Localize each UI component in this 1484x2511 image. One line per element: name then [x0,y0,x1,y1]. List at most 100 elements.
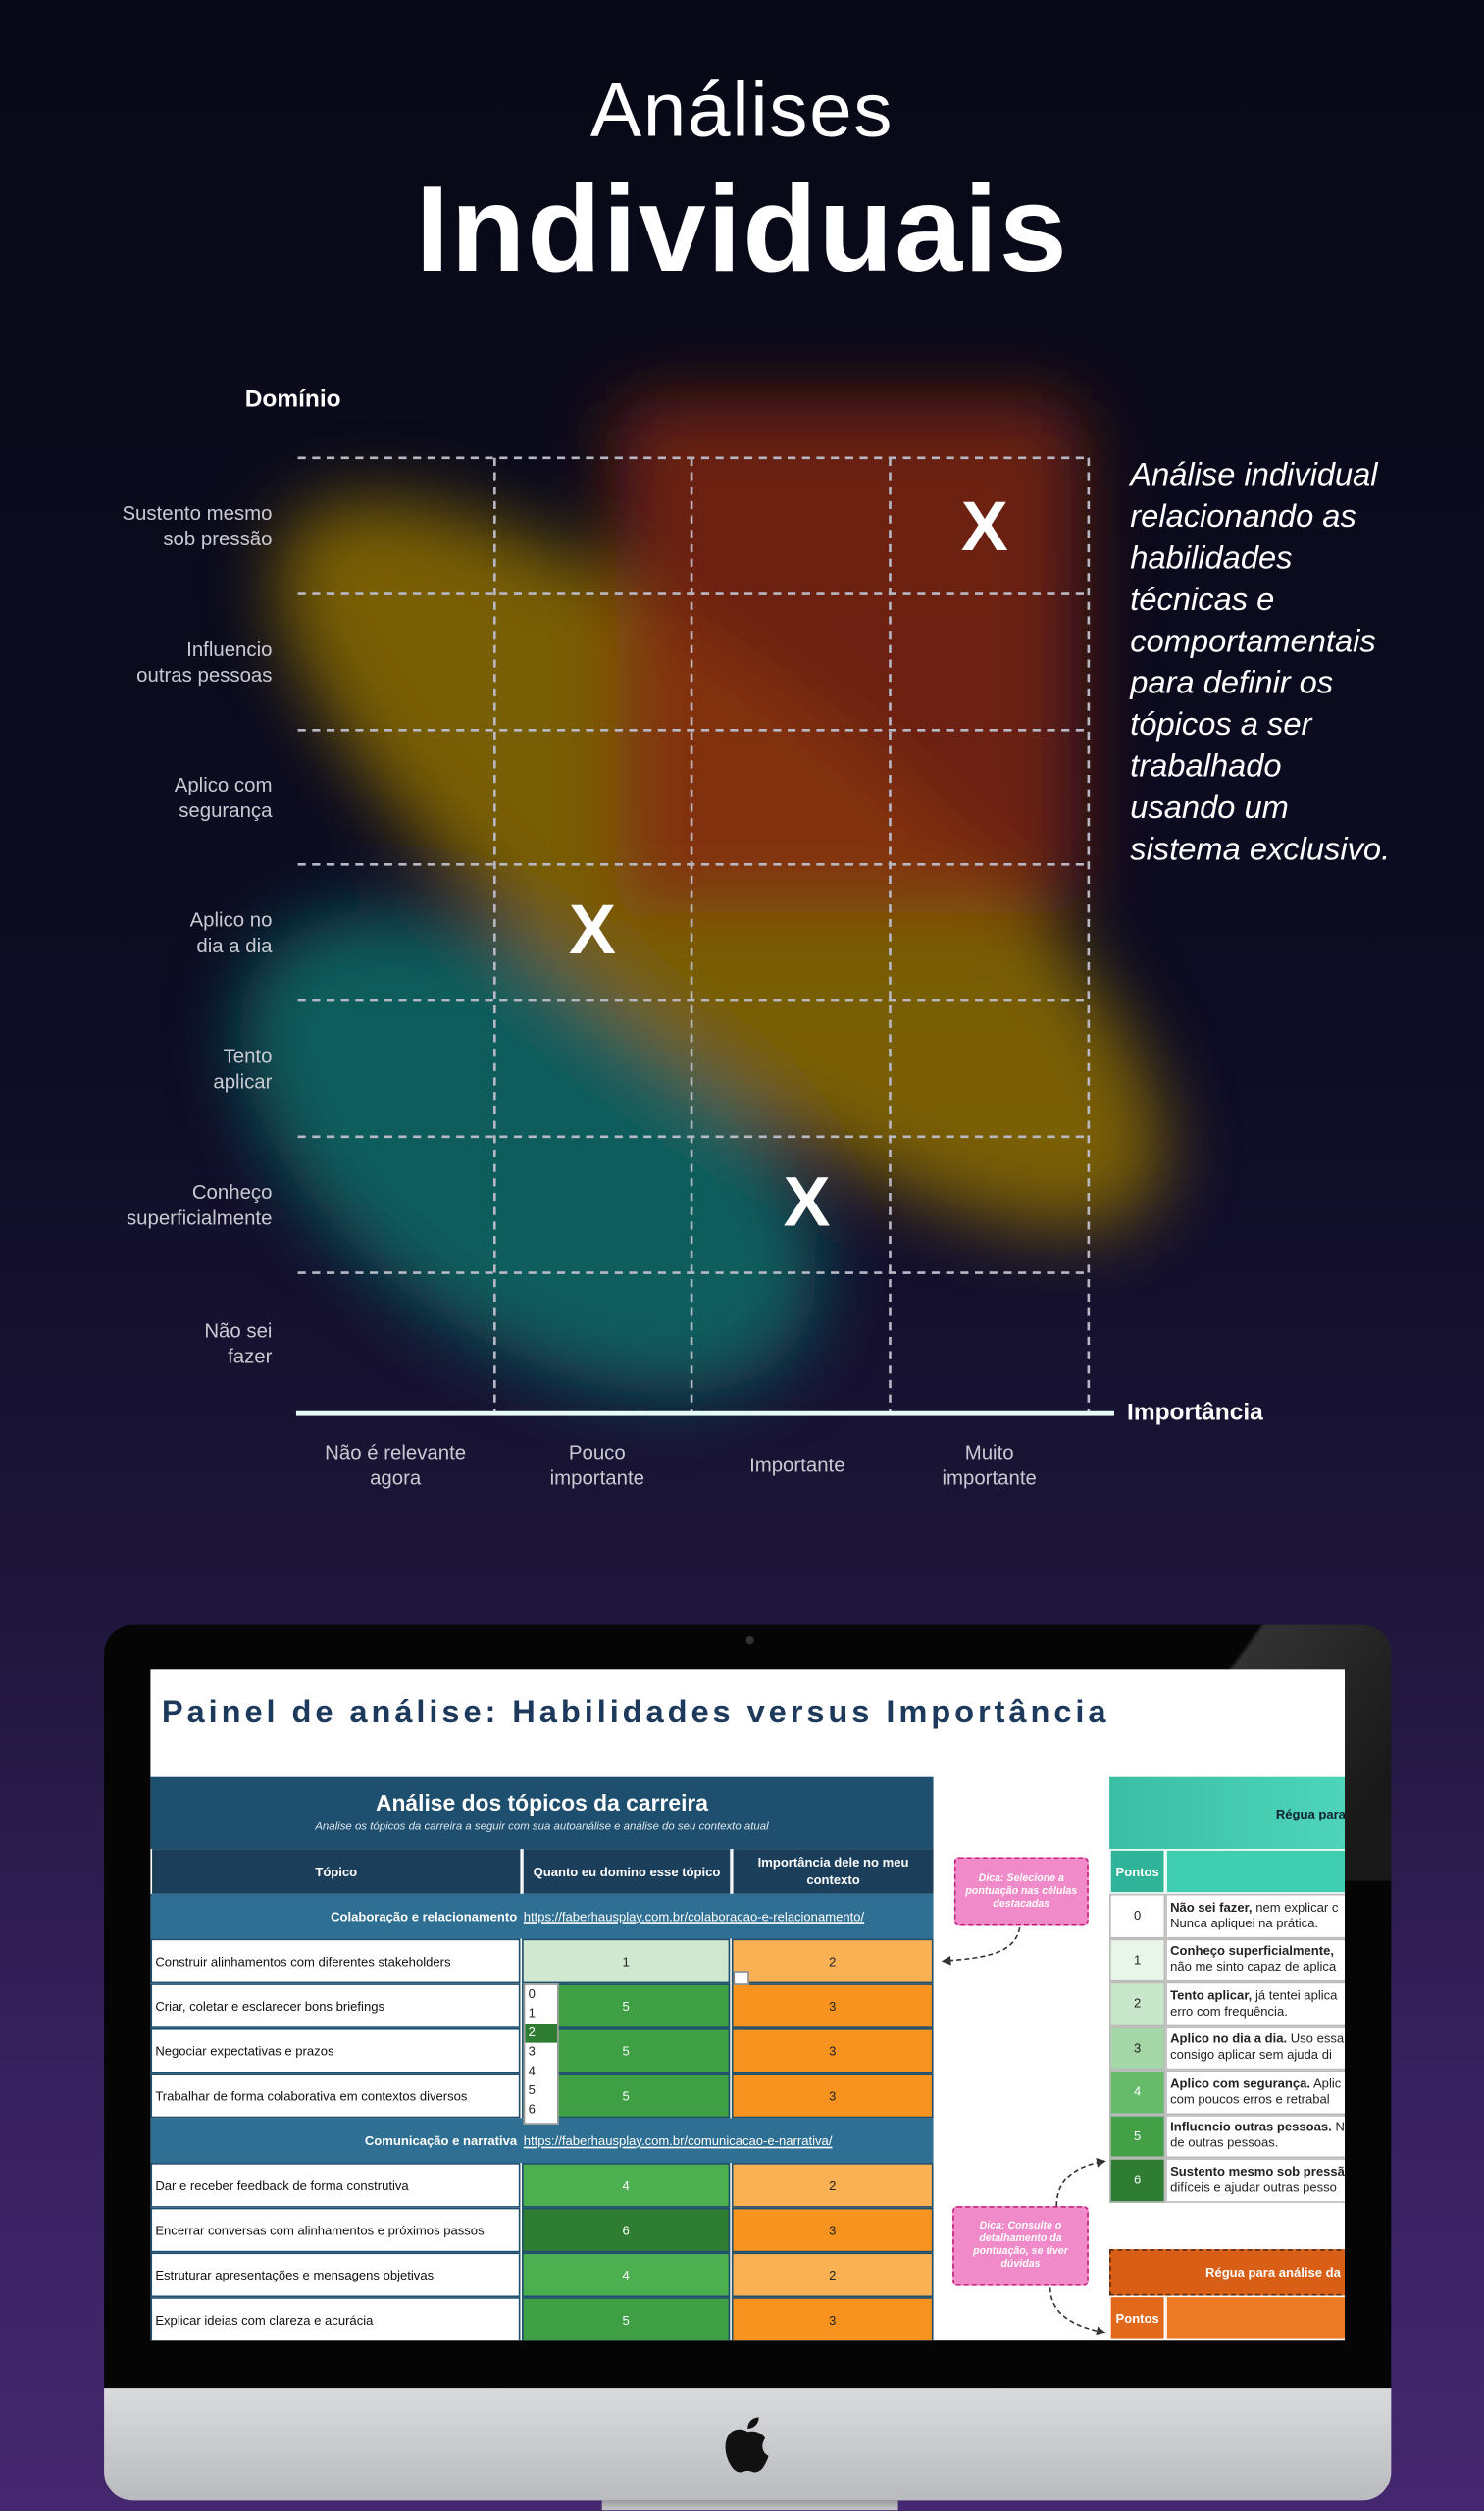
section-link: https://faberhausplay.com.br/comunicacao… [523,2132,833,2148]
scale-points: 2 [1109,1981,1166,2026]
importance-cell: 3 [731,2027,934,2074]
importance-cell: 2 [731,2252,934,2298]
description-line: técnicas e [1130,583,1275,619]
scale-points-header: Pontos [1109,1849,1166,1894]
scale-header [1165,1849,1346,1894]
scale-line: Não sei fazer, nem explicar c [1170,1900,1338,1916]
scale-title: Régua para [1275,1806,1346,1821]
scale-detail: com poucos erros e retrabal [1170,2091,1330,2107]
scale-lead: Não sei fazer, [1170,1899,1253,1915]
screen: Painel de análise: Habilidades versus Im… [150,1669,1346,2341]
scale-line: Aplico no dia a dia. Uso essa [1170,2032,1344,2048]
y-level-label: dia a dia [196,936,273,957]
description-line: trabalhado [1130,748,1282,785]
scale-text: Não sei fazer, nem explicar c Nunca apliq… [1165,1893,1346,1938]
y-level-label: Tento [224,1046,273,1067]
x-level-label: agora [370,1467,422,1489]
dropdown-arrow [733,1971,749,1985]
dropdown-option: 1 [528,2006,536,2021]
description-line: tópicos a ser [1130,707,1312,743]
description-line: usando um [1130,791,1289,827]
scale-text: Tento aplicar, já tentei aplica erro com … [1165,1981,1346,2026]
domain-cell: 1 [522,1938,731,1984]
dropdown-option: 6 [528,2102,536,2117]
scale-lead: Aplico no dia a dia. [1170,2031,1288,2047]
topic-cell: Estruturar apresentações e mensagens obj… [150,2252,521,2298]
y-level-label: Aplico com [175,775,273,796]
topic-cell: Trabalhar de forma colaborativa em conte… [150,2073,521,2119]
domain-cell: 4 [522,2252,731,2298]
scale-text: Aplico no dia a dia. Uso essa consigo apl… [1165,2025,1346,2071]
y-level-label: sob pressão [163,529,272,550]
title: Individuais [415,161,1069,298]
scale2-header [1165,2295,1346,2341]
logo [725,2417,769,2473]
scale-detail: erro com frequência. [1170,2004,1288,2019]
scale-title-band [1109,1776,1346,1850]
topic-cell: Negociar expectativas e prazos [150,2027,521,2074]
scale-rest: N [1331,2120,1345,2135]
scale-line: Sustento mesmo sob pressão [1170,2164,1345,2179]
y-level-label: fazer [228,1346,273,1367]
description-line: Análise individual [1130,457,1378,493]
dropdown-option: 4 [528,2063,536,2078]
description: Análise individual relacionando as habilid… [1130,455,1390,871]
y-level-label: Influencio [186,640,272,661]
kicker: Análises [589,69,895,154]
description-line: habilidades [1130,540,1293,577]
y-level-label: superficialmente [127,1207,272,1229]
y-level-label: Não sei [204,1320,272,1342]
description-line: comportamentais [1130,624,1376,660]
domain-cell: 6 [522,2207,731,2253]
scale-lead: Aplico com segurança. [1170,2075,1311,2091]
scale-text: Aplico com segurança. Aplic com poucos er… [1165,2070,1346,2115]
tip: Dica: Selecione a pontuação nas células … [953,1857,1089,1926]
scale2-title: Régua para análise da [1205,2265,1341,2280]
y-level-label: outras pessoas [136,665,272,687]
section-name: Colaboração e relacionamento [331,1909,518,1924]
x-level-label: Não é relevante [325,1442,466,1463]
x-level-label: importante [942,1467,1036,1489]
monitor-chin [104,2388,1392,2501]
scale-lead: Influencio outras pessoas. [1170,2120,1332,2135]
x-mark: X [569,891,616,969]
y-level-label: Conheço [192,1182,273,1204]
x-axis-label: Importância [1127,1400,1263,1426]
section-name: Comunicação e narrativa [364,2132,518,2148]
description-line: sistema exclusivo. [1130,832,1391,868]
scale-line: Conheço superficialmente, [1170,1944,1334,1960]
monitor-stand [601,2500,898,2511]
scale-rest: nem explicar c [1252,1899,1339,1915]
scale2-title-band [1109,2249,1346,2296]
y-level-label: segurança [179,800,273,822]
scale-lead: Conheço superficialmente, [1170,1943,1334,1959]
scale-detail: Nunca apliquei na prática. [1170,1916,1319,1930]
scale-text: Conheço superficialmente, não me sinto ca… [1165,1937,1346,1982]
scale2-points-header: Pontos [1109,2295,1166,2341]
arrows [941,1926,1106,2336]
scale-detail: consigo aplicar sem ajuda di [1170,2047,1332,2063]
scale-points: 3 [1109,2025,1166,2071]
importance-cell: 2 [731,1938,934,1984]
y-axis-label: Domínio [245,386,341,413]
importance-cell: 2 [731,2163,934,2208]
x-level-label: Importante [749,1455,844,1476]
y-level-label: Aplico no [190,910,273,932]
scale-points: 4 [1109,2070,1166,2115]
column-header: Quanto eu domino esse tópico [522,1849,731,1894]
scale-line: Aplico com segurança. Aplic [1170,2075,1341,2091]
scale-detail: de outras pessoas. [1170,2135,1279,2151]
dropdown-option: 3 [528,2044,536,2059]
scale-points: 1 [1109,1937,1166,1982]
scale-rest: já tentei aplica [1252,1987,1338,2003]
x-level-label: Pouco [569,1442,626,1463]
scale-points: 6 [1109,2158,1166,2203]
table-title: Análise dos tópicos da carreira [375,1789,709,1816]
topic-cell: Explicar ideias com clareza e acurácia [150,2297,521,2341]
domain-cell: 5 [522,2297,731,2341]
topic-cell: Construir alinhamentos com diferentes st… [150,1938,521,1984]
scale-lead: Tento aplicar, [1170,1987,1253,2003]
